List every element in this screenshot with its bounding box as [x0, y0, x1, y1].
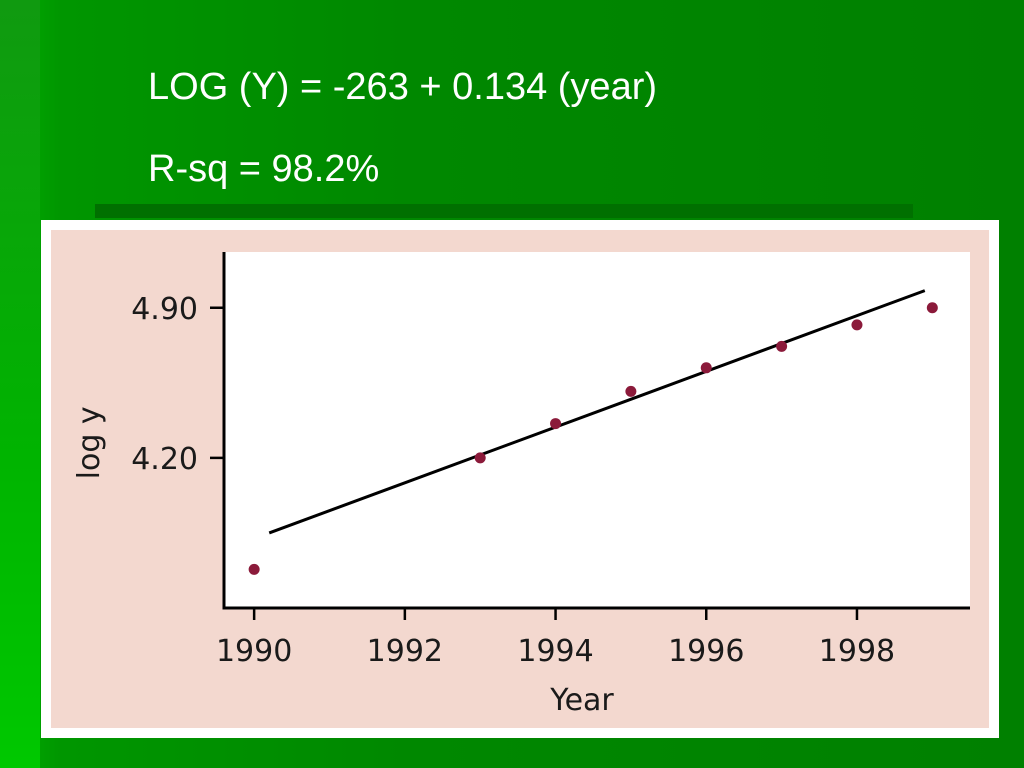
x-tick-label: 1998 [819, 634, 895, 669]
y-tick-label: 4.20 [131, 442, 198, 477]
regression-line [268, 289, 926, 535]
data-point [776, 340, 788, 352]
figure-panel: 1990 1992 1994 1996 1998 4.20 4.90 Year log y [51, 230, 989, 728]
x-tick-label: 1992 [367, 634, 443, 669]
r-squared-text: R-sq = 98.2% [148, 148, 380, 190]
data-point [625, 385, 637, 397]
y-axis-label: log y [72, 406, 107, 479]
data-point [700, 362, 712, 374]
x-axis-label: Year [549, 683, 614, 718]
data-point [550, 418, 562, 430]
data-point [926, 302, 938, 314]
y-tick-label: 4.90 [131, 292, 198, 327]
x-tick-label: 1994 [517, 634, 593, 669]
slide-left-edge [0, 0, 40, 768]
x-tick-label: 1996 [668, 634, 744, 669]
data-point [474, 452, 486, 464]
figure-frame: 1990 1992 1994 1996 1998 4.20 4.90 Year log y [41, 220, 999, 738]
slide-divider-band [95, 204, 913, 218]
x-tick-label: 1990 [216, 634, 292, 669]
scatter-chart: 1990 1992 1994 1996 1998 4.20 4.90 Year log y [72, 252, 970, 718]
plot-area [224, 252, 970, 608]
data-point [851, 319, 863, 331]
data-point [248, 563, 260, 575]
regression-equation: LOG (Y) = -263 + 0.134 (year) [148, 66, 658, 108]
